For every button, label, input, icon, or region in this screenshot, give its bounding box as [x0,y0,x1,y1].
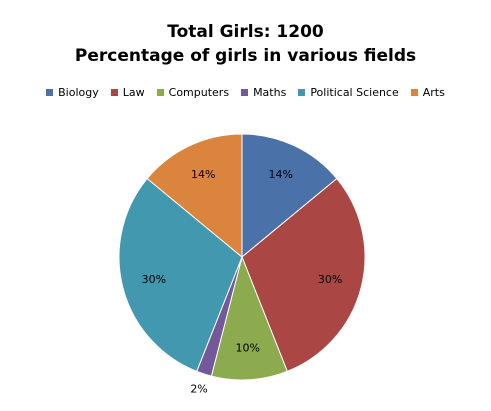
legend-swatch-political-science [298,88,306,96]
legend-label-computers: Computers [168,85,230,99]
pie-slice-law [241,177,366,373]
legend-swatch-computers [156,88,164,96]
pie-slice-computers [210,255,288,381]
chart-subtitle: Percentage of girls in various fields [74,46,417,66]
legend-item-computers: Computers [156,85,230,99]
legend-swatch-maths [241,88,249,96]
legend-swatch-arts [410,88,418,96]
legend-label-law: Law [122,85,145,99]
legend-item-maths: Maths [241,86,286,99]
slice-label-computers: 10% [235,341,259,354]
slice-label-maths: 2% [190,383,207,396]
pie-slice-arts [146,133,243,259]
legend-item-arts: Arts [410,85,445,99]
slice-label-political-science: 30% [142,273,166,286]
legend-label-maths: Maths [253,85,287,99]
chart-legend: Biology Law Computers Maths Political Scienc… [0,83,491,101]
legend-swatch-biology [46,88,54,96]
slice-label-arts: 14% [191,168,215,181]
chart-title: Total Girls: 1200 [167,22,324,42]
slice-label-law: 30% [318,273,342,286]
legend-item-law: Law [110,85,145,99]
pie-slice-political-science [118,177,243,373]
legend-label-political-science: Political Science [310,85,399,99]
legend-item-biology: Biology [46,86,99,99]
pie-slice-biology [241,133,338,259]
legend-label-biology: Biology [58,85,99,99]
legend-label-arts: Arts [422,85,445,99]
slice-label-biology: 14% [269,168,293,181]
legend-item-political-science: Political Science [298,85,399,99]
legend-swatch-law [110,88,118,96]
